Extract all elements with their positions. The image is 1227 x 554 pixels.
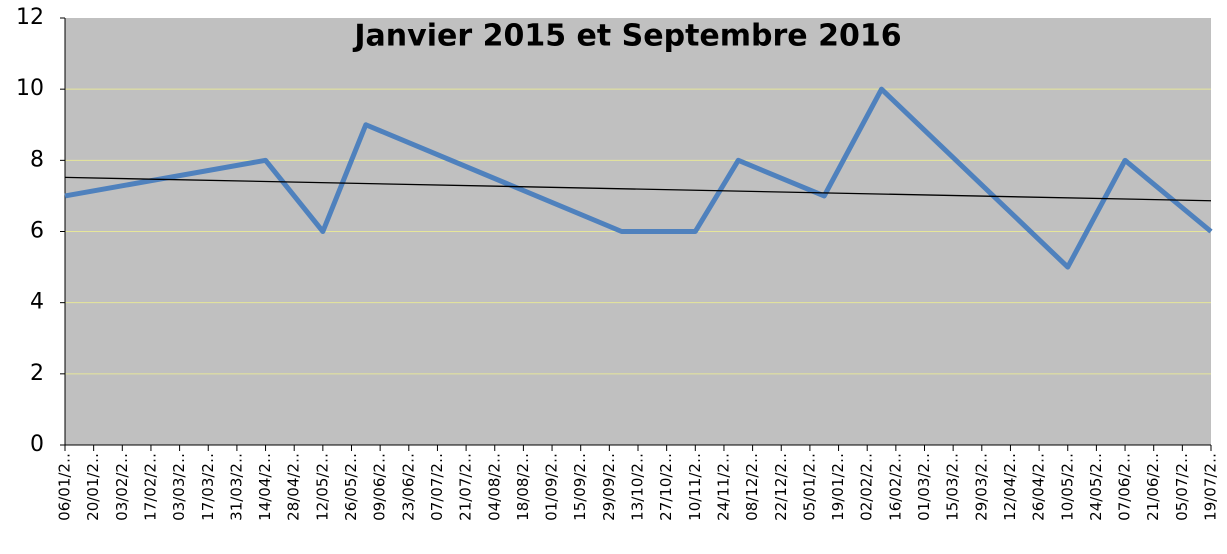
- x-tick-label: 16/02/2‥: [886, 453, 904, 521]
- x-tick-label: 01/09/2‥: [543, 453, 561, 521]
- y-tick-label: 12: [16, 5, 44, 30]
- x-tick-label: 06/01/2‥: [56, 453, 74, 521]
- x-tick-label: 14/04/2‥: [256, 453, 274, 521]
- layer: 0 2 4 6 8 10 12 06/01/2‥ 20/01/2‥ 03/02/2‥ 17/02/2…: [16, 5, 1220, 521]
- x-tick-label: 04/08/2‥: [485, 453, 503, 521]
- x-tick-label: 24/05/2‥: [1087, 453, 1105, 521]
- x-tick-label: 23/06/2‥: [399, 453, 417, 521]
- x-tick-label: 07/06/2‥: [1116, 453, 1134, 521]
- x-tick-label: 26/05/2‥: [342, 453, 360, 521]
- x-tick-label: 18/08/2‥: [514, 453, 532, 521]
- y-tick-label: 2: [30, 361, 44, 386]
- chart-title: Janvier 2015 et Septembre 2016: [352, 19, 901, 54]
- x-tick-label: 20/01/2‥: [84, 453, 102, 521]
- x-tick-label: 05/07/2‥: [1173, 453, 1191, 521]
- y-tick-label: 0: [30, 432, 44, 457]
- x-tick-label: 27/10/2‥: [657, 453, 675, 521]
- x-tick-label: 10/11/2‥: [686, 453, 704, 521]
- x-tick-label: 17/03/2‥: [199, 453, 217, 521]
- x-tick-label: 02/02/2‥: [858, 453, 876, 521]
- data-line: [64, 86, 1213, 270]
- x-tick-label: 13/10/2‥: [629, 453, 647, 521]
- x-tick-label: 22/12/2‥: [772, 453, 790, 521]
- x-tick-label: 29/09/2‥: [600, 453, 618, 521]
- x-tick-label: 19/07/2‥: [1202, 453, 1220, 521]
- x-tick-label: 05/01/2‥: [800, 453, 818, 521]
- x-tick-label: 24/11/2‥: [714, 453, 732, 521]
- trendline: [64, 176, 1212, 202]
- x-tick-label: 12/05/2‥: [313, 453, 331, 521]
- y-tick-label: 8: [30, 147, 44, 172]
- x-tick-label: 29/03/2‥: [972, 453, 990, 521]
- x-tick-label: 31/03/2‥: [227, 453, 245, 521]
- x-tick-label: 07/07/2‥: [428, 453, 446, 521]
- x-tick-label: 26/04/2‥: [1030, 453, 1048, 521]
- x-tick-label: 15/03/2‥: [944, 453, 962, 521]
- y-tick-label: 4: [30, 290, 44, 315]
- x-tick-label: 28/04/2‥: [285, 453, 303, 521]
- x-tick-label: 19/01/2‥: [829, 453, 847, 521]
- x-tick-label: 01/03/2‥: [915, 453, 933, 521]
- x-tick-label: 10/05/2‥: [1058, 453, 1076, 521]
- x-tick-label: 03/03/2‥: [170, 453, 188, 521]
- x-tick-label: 21/07/2‥: [457, 453, 475, 521]
- x-tick-label: 17/02/2‥: [141, 453, 159, 521]
- x-tick-label: 09/06/2‥: [371, 453, 389, 521]
- x-tick-label: 03/02/2‥: [113, 453, 131, 521]
- x-tick-label: 15/09/2‥: [571, 453, 589, 521]
- y-tick-label: 6: [30, 219, 44, 244]
- x-tick-label: 08/12/2‥: [743, 453, 761, 521]
- x-tick-label: 12/04/2‥: [1001, 453, 1019, 521]
- y-tick-label: 10: [16, 76, 44, 101]
- x-tick-label: 21/06/2‥: [1144, 453, 1162, 521]
